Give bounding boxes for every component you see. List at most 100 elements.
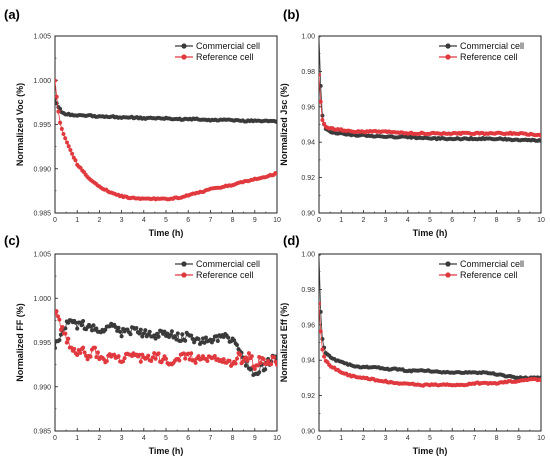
x-tick-label: 5 [164, 217, 168, 224]
x-tick-label: 9 [517, 217, 521, 224]
plot-area [55, 78, 277, 202]
legend-label: Commercial cell [460, 41, 524, 51]
data-point [63, 331, 68, 336]
data-point [234, 356, 240, 361]
chart-panel-3: (c) 0 1 2 3 4 5 6 7 8 9 10 0.985 0.990 0.995 1.000 1.005… [4, 233, 281, 456]
data-point [252, 366, 257, 372]
x-tick-label: 10 [273, 217, 281, 224]
y-tick-label: 1.000 [33, 296, 51, 303]
data-point [319, 329, 323, 334]
x-tick-label: 2 [361, 435, 365, 442]
data-point [177, 358, 182, 363]
data-point [322, 354, 327, 359]
data-point [227, 358, 232, 363]
data-point [88, 354, 93, 359]
x-tick-label: 9 [253, 217, 257, 224]
data-point [138, 327, 143, 332]
series-reference-cell [319, 72, 541, 138]
series-reference-cell [55, 78, 277, 202]
panel-label: (c) [4, 233, 20, 248]
panel-label: (a) [4, 7, 20, 22]
panel-label: (d) [283, 233, 300, 248]
data-point [116, 325, 121, 330]
data-point [75, 352, 80, 358]
y-tick-label: 0.92 [301, 393, 315, 400]
y-axis-label: Normalized FF (%) [15, 303, 25, 382]
series-line [319, 74, 541, 137]
data-point [319, 99, 323, 104]
data-point [221, 357, 226, 362]
x-tick-label: 3 [384, 217, 388, 224]
data-point [274, 362, 277, 367]
y-tick-label: 0.94 [301, 140, 315, 147]
legend-marker [445, 261, 451, 267]
data-point [57, 317, 62, 322]
data-point [138, 359, 143, 364]
chart-panel-1: (a) 0 1 2 3 4 5 6 7 8 9 10 0.985 0.990 0.995 1.000 1.005… [4, 7, 281, 238]
data-point [156, 334, 161, 339]
data-point [175, 331, 180, 336]
data-point [81, 345, 86, 350]
data-point [78, 350, 83, 356]
x-axis-label: Time (h) [413, 446, 448, 456]
data-point [122, 356, 127, 361]
panel-label: (b) [283, 7, 300, 22]
data-point [243, 363, 248, 368]
data-point [255, 363, 260, 368]
legend-marker [181, 54, 187, 60]
data-point [203, 335, 209, 340]
x-tick-label: 7 [208, 217, 212, 224]
legend-label: Reference cell [460, 52, 518, 62]
data-point [82, 350, 87, 355]
x-tick-label: 1 [75, 217, 79, 224]
data-point [153, 336, 158, 341]
data-point [55, 94, 59, 99]
data-point [538, 133, 541, 138]
data-point [92, 345, 98, 350]
data-point [319, 301, 322, 306]
legend-label: Commercial cell [196, 41, 260, 51]
data-point [149, 358, 154, 364]
y-tick-label: 0.94 [301, 358, 315, 365]
data-point [55, 309, 59, 314]
data-point [66, 336, 71, 341]
legend-marker [181, 272, 187, 278]
x-tick-label: 4 [142, 435, 146, 442]
x-tick-label: 7 [472, 217, 476, 224]
data-point [72, 346, 77, 351]
data-point [118, 329, 123, 334]
data-point [61, 131, 66, 137]
data-point [119, 334, 124, 339]
data-point [143, 328, 148, 333]
x-tick-label: 3 [120, 217, 124, 224]
x-tick-label: 6 [450, 217, 454, 224]
y-axis-label: Normalized Eff (%) [279, 303, 289, 383]
data-point [153, 356, 158, 361]
data-point [193, 360, 198, 365]
plot-area [319, 36, 541, 143]
y-axis-label: Normalized Voc (%) [15, 83, 25, 166]
data-point [271, 355, 277, 360]
data-point [237, 352, 243, 357]
legend-marker [445, 272, 451, 278]
data-point [261, 357, 266, 362]
data-point [319, 72, 322, 77]
series-reference-cell [319, 301, 541, 388]
x-tick-label: 8 [231, 435, 235, 442]
data-point [183, 338, 188, 343]
data-point [91, 323, 96, 328]
data-point [538, 138, 541, 143]
data-point [156, 351, 161, 356]
x-tick-label: 8 [495, 217, 499, 224]
legend-label: Reference cell [460, 270, 518, 280]
x-tick-label: 5 [164, 435, 168, 442]
legend-label: Commercial cell [196, 259, 260, 269]
y-tick-label: 0.990 [33, 384, 51, 391]
data-point [189, 333, 194, 338]
y-axis-label: Normalized Jsc (%) [279, 83, 289, 166]
data-point [205, 358, 210, 364]
x-tick-label: 0 [317, 435, 321, 442]
y-tick-label: 1.00 [301, 34, 315, 41]
data-point [64, 140, 70, 145]
data-point [147, 329, 152, 334]
